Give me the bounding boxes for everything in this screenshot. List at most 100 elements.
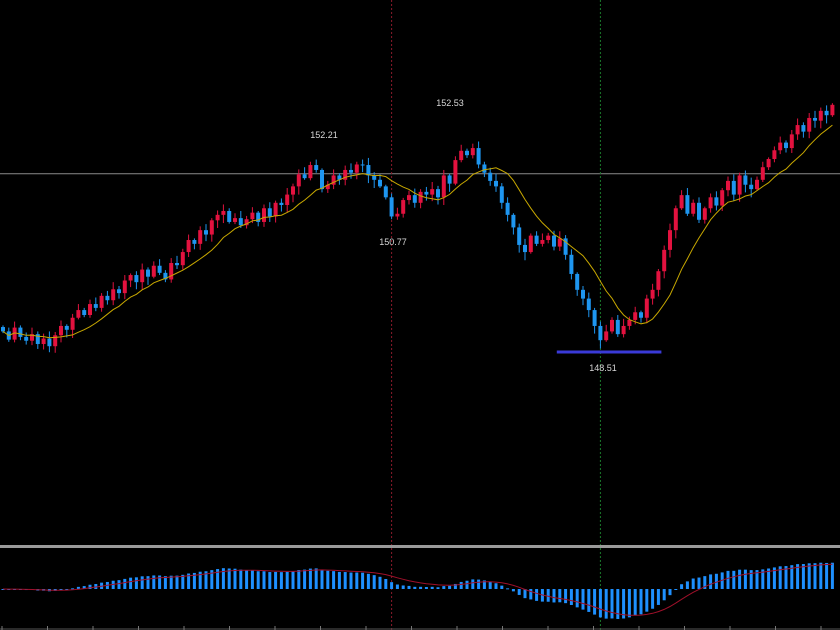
macd-histogram-bar bbox=[285, 571, 289, 589]
macd-histogram-bar bbox=[320, 569, 324, 589]
macd-histogram-bar bbox=[726, 570, 730, 589]
candle-body bbox=[238, 218, 243, 226]
macd-histogram-bar bbox=[198, 571, 202, 589]
macd-histogram-bar bbox=[633, 589, 637, 616]
macd-histogram-bar bbox=[152, 575, 156, 589]
candle-body bbox=[459, 150, 464, 161]
macd-histogram-bar bbox=[274, 571, 278, 589]
macd-histogram-bar bbox=[163, 576, 167, 589]
candle-body bbox=[349, 169, 353, 173]
macd-histogram-bar bbox=[448, 585, 452, 589]
macd-histogram-bar bbox=[622, 589, 626, 619]
macd-histogram-bar bbox=[703, 576, 707, 589]
candle-body bbox=[470, 148, 475, 156]
macd-histogram-bar bbox=[610, 589, 614, 619]
macd-histogram-bar bbox=[291, 571, 295, 589]
candle-body bbox=[325, 184, 330, 190]
candle-body bbox=[575, 273, 580, 290]
candle-body bbox=[557, 238, 562, 247]
candle-body bbox=[517, 227, 522, 245]
candle-body bbox=[540, 240, 545, 244]
macd-histogram-bar bbox=[59, 589, 63, 591]
macd-histogram-bar bbox=[465, 580, 469, 589]
macd-histogram-bar bbox=[749, 570, 753, 589]
candle-body bbox=[383, 186, 388, 198]
candle-body bbox=[296, 174, 301, 187]
candle-body bbox=[505, 202, 510, 215]
macd-histogram-bar bbox=[436, 587, 440, 589]
macd-histogram-bar bbox=[488, 581, 492, 589]
macd-histogram-bar bbox=[529, 589, 533, 600]
candle-body bbox=[482, 164, 487, 173]
candle-body bbox=[151, 265, 156, 277]
candle-body bbox=[691, 202, 696, 214]
macd-histogram-bar bbox=[819, 562, 823, 589]
macd-histogram-bar bbox=[784, 566, 788, 589]
macd-histogram-bar bbox=[134, 577, 138, 589]
macd-histogram-bar bbox=[691, 578, 695, 589]
macd-histogram-bar bbox=[192, 572, 196, 589]
candle-body bbox=[610, 319, 614, 332]
candle-body bbox=[262, 208, 266, 222]
candle-body bbox=[267, 208, 272, 217]
candle-body bbox=[360, 164, 365, 166]
candle-body bbox=[93, 304, 98, 308]
candle-body bbox=[412, 195, 417, 203]
candle-body bbox=[778, 142, 783, 151]
candle-body bbox=[99, 295, 104, 308]
moving-average-line bbox=[2, 124, 833, 339]
macd-histogram-bar bbox=[372, 575, 376, 589]
candle-body bbox=[604, 331, 609, 341]
macd-histogram-bar bbox=[494, 583, 498, 589]
candle-body bbox=[378, 179, 382, 187]
macd-histogram-bar bbox=[575, 589, 579, 608]
candle-body bbox=[279, 202, 284, 205]
macd-histogram-bar bbox=[581, 589, 585, 610]
macd-histogram-bar bbox=[743, 569, 747, 589]
macd-histogram-bar bbox=[140, 576, 144, 589]
candle-body bbox=[291, 186, 295, 195]
macd-histogram-bar bbox=[680, 584, 684, 589]
candle-body bbox=[644, 298, 649, 318]
candle-body bbox=[233, 218, 237, 222]
macd-histogram-bar bbox=[256, 571, 260, 589]
macd-histogram-bar bbox=[326, 570, 330, 589]
macd-histogram-bar bbox=[738, 569, 742, 589]
macd-histogram-bar bbox=[697, 577, 701, 589]
macd-histogram-bar bbox=[627, 589, 631, 618]
panel-separator bbox=[0, 545, 840, 548]
candle-body bbox=[760, 167, 765, 180]
macd-histogram-bar bbox=[807, 563, 811, 589]
candle-body bbox=[586, 298, 591, 311]
candle-body bbox=[789, 134, 794, 149]
macd-histogram-bar bbox=[117, 580, 121, 589]
candle-body bbox=[807, 117, 812, 132]
macd-histogram-bar bbox=[262, 571, 266, 589]
candle-body bbox=[372, 175, 377, 180]
candle-body bbox=[581, 289, 585, 299]
macd-histogram-bar bbox=[76, 586, 80, 589]
candle-body bbox=[250, 212, 255, 220]
candle-body bbox=[24, 336, 29, 341]
candle-body bbox=[105, 295, 110, 301]
macd-signal-line bbox=[2, 563, 833, 616]
macd-histogram-bar bbox=[419, 586, 423, 589]
candle-body bbox=[766, 159, 771, 168]
macd-histogram-bar bbox=[535, 589, 539, 601]
macd-histogram-bar bbox=[343, 572, 347, 589]
candle-body bbox=[801, 125, 806, 132]
candle-body bbox=[285, 194, 290, 205]
candle-body bbox=[18, 327, 23, 337]
candle-body bbox=[76, 310, 81, 318]
candle-body bbox=[813, 117, 817, 121]
macd-histogram-bar bbox=[250, 570, 254, 589]
macd-histogram-bar bbox=[604, 589, 608, 619]
candle-body bbox=[552, 235, 556, 247]
macd-histogram-bar bbox=[221, 568, 225, 589]
candle-body bbox=[53, 335, 58, 347]
candle-body bbox=[186, 240, 191, 253]
candle-body bbox=[563, 238, 568, 255]
macd-histogram-bar bbox=[482, 580, 486, 589]
candle-body bbox=[714, 197, 719, 206]
macd-histogram-bar bbox=[778, 566, 782, 589]
